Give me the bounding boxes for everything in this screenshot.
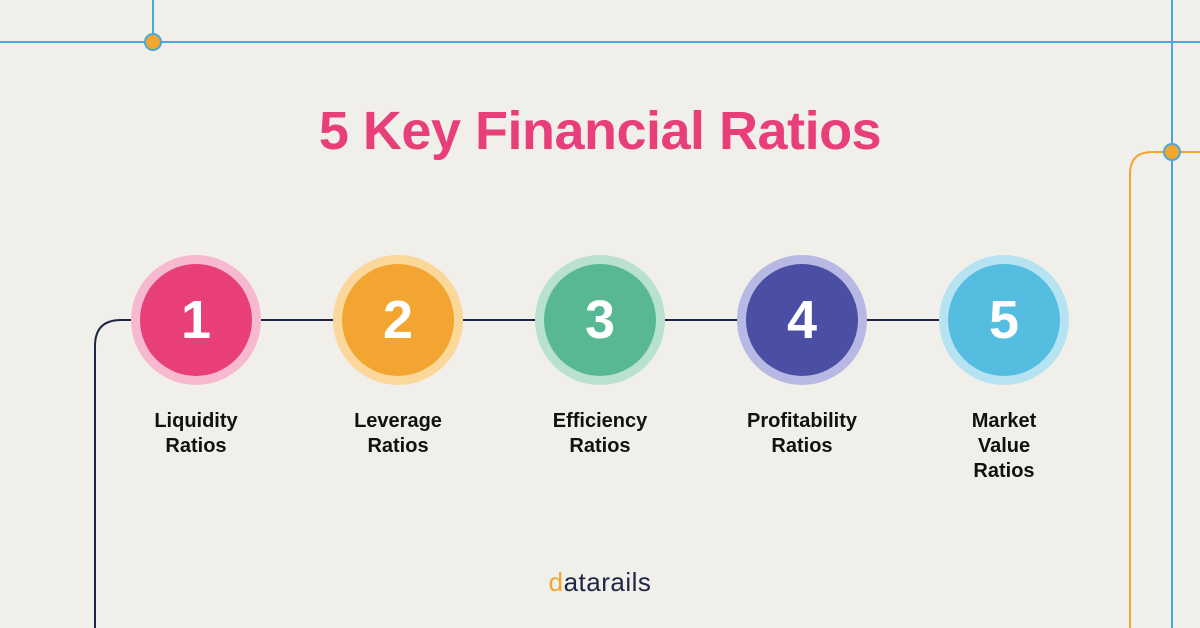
brand-logo: datarails [0,567,1200,598]
ratio-ring: 1 [131,255,261,385]
ratio-item-4: 4 Profitability Ratios [737,255,867,484]
ratio-ring: 4 [737,255,867,385]
ratio-ring: 3 [535,255,665,385]
ratio-number: 1 [140,264,252,376]
ratio-number: 5 [948,264,1060,376]
ratio-label: Market Value Ratios [972,409,1036,484]
main-title: 5 Key Financial Ratios [0,100,1200,162]
ratio-number: 4 [746,264,858,376]
ratio-label: Efficiency Ratios [553,409,647,459]
ratio-label: Profitability Ratios [747,409,857,459]
logo-accent-char: d [549,567,564,598]
ratio-item-1: 1 Liquidity Ratios [131,255,261,484]
ratio-number: 2 [342,264,454,376]
ratio-item-3: 3 Efficiency Ratios [535,255,665,484]
ratio-label: Leverage Ratios [354,409,442,459]
ratio-number: 3 [544,264,656,376]
ratio-ring: 2 [333,255,463,385]
ratio-circles-row: 1 Liquidity Ratios 2 Leverage Ratios 3 Effici… [0,255,1200,484]
logo-text: atarails [564,567,652,597]
ratio-label: Liquidity Ratios [154,409,237,459]
ratio-item-2: 2 Leverage Ratios [333,255,463,484]
ratio-item-5: 5 Market Value Ratios [939,255,1069,484]
ratio-ring: 5 [939,255,1069,385]
infographic-stage: 5 Key Financial Ratios 1 Liquidity Ratios… [0,0,1200,628]
